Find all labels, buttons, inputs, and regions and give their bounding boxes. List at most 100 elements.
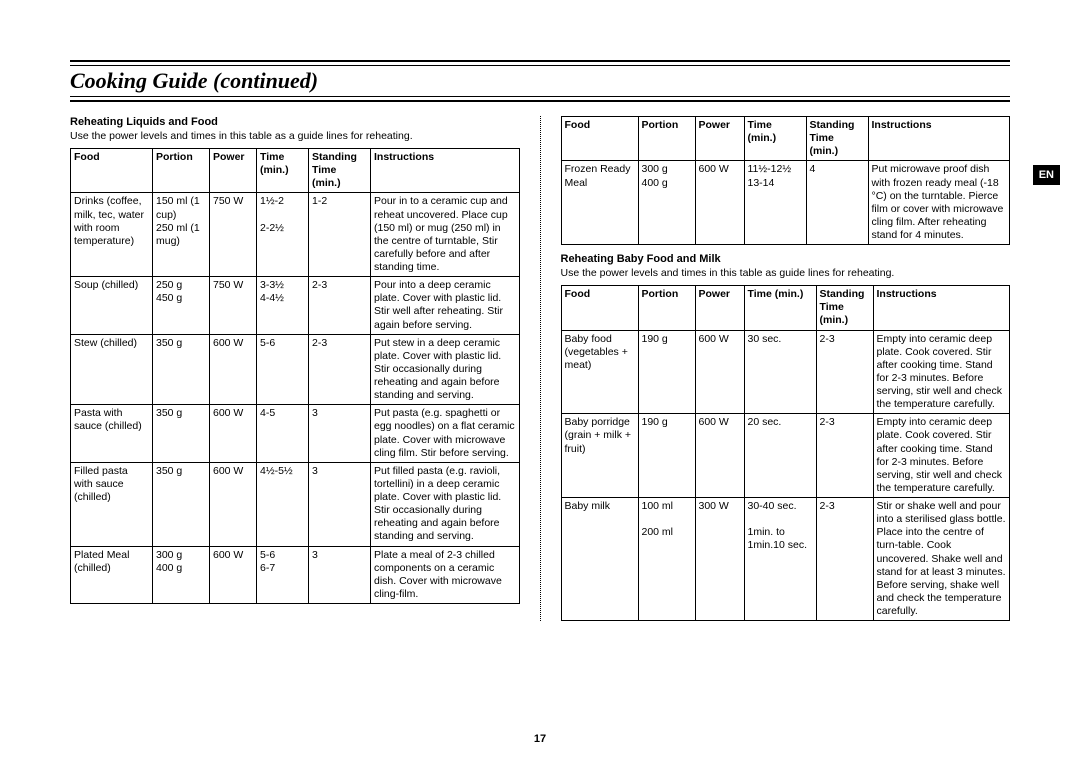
right-top-table: FoodPortionPowerTime (min.)Standing Time…: [561, 116, 1011, 245]
table-cell: 350 g: [153, 405, 210, 463]
table-cell: 600 W: [210, 546, 257, 604]
table-cell: Put pasta (e.g. spaghetti or egg noodles…: [371, 405, 520, 463]
right-column: FoodPortionPowerTime (min.)Standing Time…: [561, 116, 1011, 621]
table-cell: 150 ml (1 cup) 250 ml (1 mug): [153, 193, 210, 277]
table-cell: Stir or shake well and pour into a steri…: [873, 498, 1010, 621]
table-cell: 750 W: [210, 193, 257, 277]
table-row: Baby food (vegetables + meat)190 g600 W3…: [561, 330, 1010, 414]
table-cell: 600 W: [695, 414, 744, 498]
content-columns: Reheating Liquids and Food Use the power…: [70, 116, 1010, 621]
language-tab: EN: [1033, 165, 1060, 185]
section2-desc: Use the power levels and times in this t…: [561, 267, 1011, 279]
table-cell: Baby porridge (grain + milk + fruit): [561, 414, 638, 498]
page-number: 17: [0, 733, 1080, 745]
table-cell: 30 sec.: [744, 330, 816, 414]
table-cell: 600 W: [210, 334, 257, 405]
table-header: Power: [695, 286, 744, 330]
table-cell: Soup (chilled): [71, 277, 153, 335]
table-header: Standing Time (min.): [309, 149, 371, 193]
table-header: Instructions: [868, 117, 1010, 161]
table-cell: 100 ml 200 ml: [638, 498, 695, 621]
table-cell: 350 g: [153, 462, 210, 546]
table-cell: 2-3: [816, 414, 873, 498]
table-cell: 600 W: [695, 161, 744, 245]
table-cell: Put stew in a deep ceramic plate. Cover …: [371, 334, 520, 405]
table-cell: Empty into ceramic deep plate. Cook cove…: [873, 414, 1010, 498]
table-cell: 2-3: [816, 498, 873, 621]
table-row: Baby porridge (grain + milk + fruit)190 …: [561, 414, 1010, 498]
table-cell: 5-6: [257, 334, 309, 405]
table-header: Time (min.): [744, 117, 806, 161]
table-row: Soup (chilled)250 g 450 g750 W3-3½ 4-4½2…: [71, 277, 520, 335]
table-cell: Empty into ceramic deep plate. Cook cove…: [873, 330, 1010, 414]
title-rule: Cooking Guide (continued): [70, 60, 1010, 102]
section2-table: FoodPortionPowerTime (min.)Standing Time…: [561, 285, 1011, 621]
table-header: Portion: [638, 117, 695, 161]
left-column: Reheating Liquids and Food Use the power…: [70, 116, 520, 621]
table-row: Baby milk100 ml 200 ml300 W30-40 sec. 1m…: [561, 498, 1010, 621]
table-cell: Put microwave proof dish with frozen rea…: [868, 161, 1010, 245]
table-cell: 600 W: [695, 330, 744, 414]
table-cell: Plate a meal of 2-3 chilled components o…: [371, 546, 520, 604]
table-header: Instructions: [371, 149, 520, 193]
table-header: Standing Time (min.): [806, 117, 868, 161]
table-cell: 300 g 400 g: [638, 161, 695, 245]
table-cell: Baby food (vegetables + meat): [561, 330, 638, 414]
table-header: Food: [71, 149, 153, 193]
table-cell: 300 W: [695, 498, 744, 621]
column-separator: [540, 116, 541, 621]
section1-table: FoodPortionPowerTime (min.)Standing Time…: [70, 148, 520, 604]
section1-title: Reheating Liquids and Food: [70, 116, 520, 128]
table-cell: 190 g: [638, 330, 695, 414]
table-row: Drinks (coffee, milk, tec, water with ro…: [71, 193, 520, 277]
table-cell: Baby milk: [561, 498, 638, 621]
table-row: Pasta with sauce (chilled)350 g600 W4-53…: [71, 405, 520, 463]
table-cell: 2-3: [309, 277, 371, 335]
table-header: Food: [561, 286, 638, 330]
table-header: Portion: [153, 149, 210, 193]
table-row: Filled pasta with sauce (chilled)350 g60…: [71, 462, 520, 546]
table-cell: 4: [806, 161, 868, 245]
table-header: Power: [695, 117, 744, 161]
table-cell: 1-2: [309, 193, 371, 277]
table-cell: Pasta with sauce (chilled): [71, 405, 153, 463]
table-row: Stew (chilled)350 g600 W5-62-3Put stew i…: [71, 334, 520, 405]
table-cell: 190 g: [638, 414, 695, 498]
page-title: Cooking Guide (continued): [70, 68, 1010, 94]
table-cell: Frozen Ready Meal: [561, 161, 638, 245]
table-cell: 4-5: [257, 405, 309, 463]
table-header: Time (min.): [257, 149, 309, 193]
table-cell: Pour in to a ceramic cup and reheat unco…: [371, 193, 520, 277]
title-rule-inner: Cooking Guide (continued): [70, 65, 1010, 97]
table-cell: Put filled pasta (e.g. ravioli, tortelli…: [371, 462, 520, 546]
table-cell: 600 W: [210, 462, 257, 546]
table-cell: 750 W: [210, 277, 257, 335]
table-cell: 2-3: [309, 334, 371, 405]
table-cell: 3: [309, 546, 371, 604]
table-header: Power: [210, 149, 257, 193]
table-cell: 5-6 6-7: [257, 546, 309, 604]
table-cell: 3: [309, 462, 371, 546]
table-cell: 3-3½ 4-4½: [257, 277, 309, 335]
table-cell: Pour into a deep ceramic plate. Cover wi…: [371, 277, 520, 335]
table-cell: 300 g 400 g: [153, 546, 210, 604]
table-row: Plated Meal (chilled)300 g 400 g600 W5-6…: [71, 546, 520, 604]
table-row: Frozen Ready Meal300 g 400 g600 W11½-12½…: [561, 161, 1010, 245]
section2-title: Reheating Baby Food and Milk: [561, 253, 1011, 265]
table-cell: 30-40 sec. 1min. to 1min.10 sec.: [744, 498, 816, 621]
table-cell: 350 g: [153, 334, 210, 405]
table-header: Standing Time (min.): [816, 286, 873, 330]
table-cell: 1½-2 2-2½: [257, 193, 309, 277]
table-cell: 600 W: [210, 405, 257, 463]
table-cell: 2-3: [816, 330, 873, 414]
table-cell: 250 g 450 g: [153, 277, 210, 335]
table-cell: Filled pasta with sauce (chilled): [71, 462, 153, 546]
table-cell: 3: [309, 405, 371, 463]
section1-desc: Use the power levels and times in this t…: [70, 130, 520, 142]
table-cell: Stew (chilled): [71, 334, 153, 405]
manual-page: Cooking Guide (continued) EN Reheating L…: [0, 0, 1080, 763]
table-header: Portion: [638, 286, 695, 330]
table-cell: Plated Meal (chilled): [71, 546, 153, 604]
table-cell: 20 sec.: [744, 414, 816, 498]
table-header: Food: [561, 117, 638, 161]
